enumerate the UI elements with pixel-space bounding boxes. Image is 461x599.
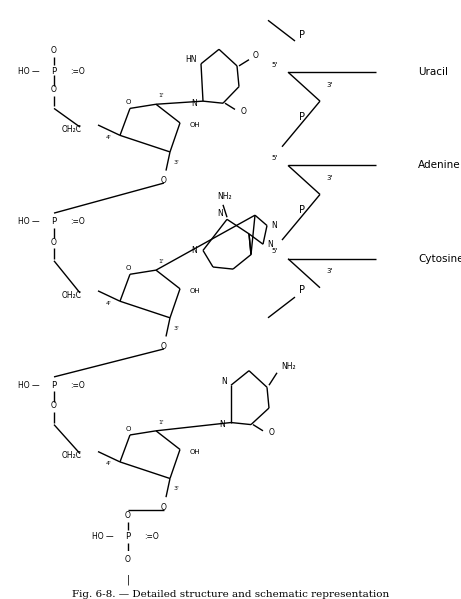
Text: 1': 1' — [158, 93, 164, 98]
Text: 4': 4' — [106, 301, 112, 306]
Text: 3': 3' — [174, 326, 180, 331]
Text: O: O — [51, 46, 57, 55]
Text: O: O — [125, 99, 130, 105]
Text: P: P — [52, 66, 57, 75]
Text: 3': 3' — [174, 160, 180, 165]
Text: P: P — [52, 217, 57, 226]
Text: Adenine: Adenine — [418, 161, 461, 171]
Text: O: O — [125, 555, 131, 564]
Text: HO —: HO — — [18, 66, 40, 75]
Text: 3': 3' — [327, 175, 333, 181]
Text: N: N — [219, 420, 225, 429]
Text: 3': 3' — [327, 81, 333, 87]
Text: Fig. 6-8. — Detailed structure and schematic representation: Fig. 6-8. — Detailed structure and schem… — [72, 590, 389, 599]
Text: OH₂C: OH₂C — [62, 451, 82, 460]
Text: NH₂: NH₂ — [218, 192, 232, 201]
Text: 5': 5' — [272, 249, 278, 255]
Text: :=O: :=O — [70, 66, 85, 75]
Text: O: O — [241, 107, 247, 116]
Text: Uracil: Uracil — [418, 67, 448, 77]
Text: :=O: :=O — [144, 532, 159, 541]
Text: P: P — [52, 381, 57, 390]
Text: O: O — [161, 343, 167, 352]
Text: 3': 3' — [174, 486, 180, 491]
Text: N: N — [271, 221, 277, 230]
Text: 5': 5' — [272, 62, 278, 68]
Text: HN: HN — [185, 55, 197, 64]
Text: O: O — [51, 401, 57, 410]
Text: HO —: HO — — [92, 532, 114, 541]
Text: OH: OH — [190, 288, 201, 294]
Text: 1': 1' — [158, 420, 164, 425]
Text: N: N — [221, 377, 227, 386]
Text: O: O — [125, 426, 130, 432]
Text: P: P — [299, 30, 305, 40]
Text: O: O — [125, 512, 131, 521]
Text: P: P — [299, 205, 305, 215]
Text: O: O — [125, 265, 130, 271]
Text: O: O — [51, 238, 57, 247]
Text: HO —: HO — — [18, 217, 40, 226]
Text: NH₂: NH₂ — [281, 362, 296, 371]
Text: OH₂C: OH₂C — [62, 125, 82, 134]
Text: N: N — [217, 208, 223, 217]
Text: |: | — [126, 575, 130, 585]
Text: 3': 3' — [327, 268, 333, 274]
Text: O: O — [253, 51, 259, 60]
Text: OH₂C: OH₂C — [62, 291, 82, 300]
Text: HO —: HO — — [18, 381, 40, 390]
Text: OH: OH — [190, 449, 201, 455]
Text: P: P — [125, 532, 130, 541]
Text: N: N — [191, 99, 197, 108]
Text: N: N — [267, 240, 273, 249]
Text: :=O: :=O — [70, 381, 85, 390]
Text: O: O — [161, 177, 167, 186]
Text: 4': 4' — [106, 135, 112, 140]
Text: O: O — [51, 85, 57, 94]
Text: O: O — [161, 503, 167, 512]
Text: O: O — [269, 428, 275, 437]
Text: 1': 1' — [158, 259, 164, 264]
Text: :=O: :=O — [70, 217, 85, 226]
Text: N: N — [191, 246, 197, 255]
Text: P: P — [299, 111, 305, 122]
Text: Cytosine: Cytosine — [418, 254, 461, 264]
Text: OH: OH — [190, 122, 201, 128]
Text: P: P — [299, 285, 305, 295]
Text: 5': 5' — [272, 155, 278, 161]
Text: 4': 4' — [106, 461, 112, 467]
